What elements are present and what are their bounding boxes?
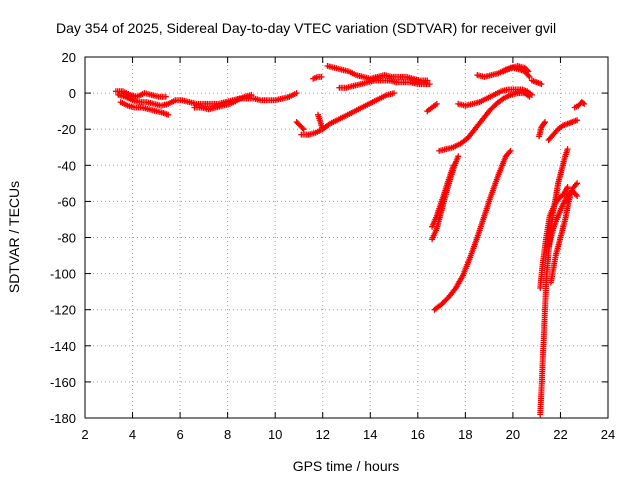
marker-path <box>500 63 532 75</box>
y-tick-label: -120 <box>50 303 76 318</box>
x-tick-label: 18 <box>458 427 472 442</box>
series-arc-8 <box>310 73 325 82</box>
x-tick-label: 22 <box>553 427 567 442</box>
axis-ticks: 2 4 6 8 10 12 14 16 18 20 22 24200-20-40-60-80-100-… <box>50 50 615 442</box>
grid <box>85 57 608 418</box>
y-tick-label: -140 <box>50 339 76 354</box>
x-tick-label: 4 <box>129 427 136 442</box>
x-tick-label: 6 <box>176 427 183 442</box>
y-tick-label: -180 <box>50 411 76 426</box>
series-arc-6 <box>298 90 397 138</box>
marker-path <box>293 119 307 133</box>
marker-path <box>324 63 431 84</box>
series-arc-14 <box>431 147 514 313</box>
series-arc-3 <box>112 88 169 100</box>
plot-frame <box>84 56 609 419</box>
marker-path <box>424 100 440 115</box>
x-axis-label: GPS time / hours <box>293 458 400 474</box>
series-arc-23 <box>545 187 581 250</box>
series-arc-9 <box>324 63 431 84</box>
y-tick-label: 20 <box>62 50 76 65</box>
y-tick-label: -160 <box>50 375 76 390</box>
series-arc-21 <box>537 184 571 291</box>
marker-path <box>191 91 255 113</box>
marker-path <box>545 187 581 250</box>
x-tick-label: 2 <box>81 427 88 442</box>
series-arc-4 <box>191 91 255 113</box>
marker-path <box>436 90 533 154</box>
marker-path <box>455 86 535 109</box>
data-points <box>112 63 588 418</box>
x-tick-label: 12 <box>315 427 329 442</box>
series-arc-25 <box>545 117 581 143</box>
marker-path <box>112 88 169 100</box>
series-arc-24 <box>536 119 548 140</box>
series-arc-2 <box>117 99 172 118</box>
series-arc-15 <box>436 90 533 154</box>
chart-title: Day 354 of 2025, Sidereal Day-to-day VTE… <box>56 20 556 36</box>
marker-path <box>536 119 548 140</box>
marker-path <box>315 111 326 133</box>
y-tick-label: 0 <box>69 86 76 101</box>
x-tick-label: 14 <box>363 427 377 442</box>
series-arc-10 <box>336 77 433 91</box>
marker-path <box>537 184 571 291</box>
marker-path <box>431 147 514 313</box>
marker-path <box>545 117 581 143</box>
y-axis-label: SDTVAR / TECUs <box>6 181 22 293</box>
series-arc-26 <box>571 99 588 111</box>
series-arc-7 <box>315 111 326 133</box>
x-tick-label: 10 <box>268 427 282 442</box>
y-tick-label: -80 <box>57 231 76 246</box>
x-tick-label: 16 <box>411 427 425 442</box>
marker-path <box>528 77 545 88</box>
y-tick-label: -20 <box>57 122 76 137</box>
y-tick-label: -40 <box>57 158 76 173</box>
marker-path <box>571 99 588 111</box>
x-tick-label: 20 <box>506 427 520 442</box>
series-arc-16 <box>455 86 535 109</box>
series-arc-19 <box>528 77 545 88</box>
x-tick-label: 24 <box>601 427 615 442</box>
series-arc-11 <box>424 100 440 115</box>
series-arc-18 <box>500 63 532 75</box>
marker-path <box>298 90 397 138</box>
marker-path <box>336 77 433 91</box>
marker-path <box>117 99 172 118</box>
marker-path <box>429 162 457 230</box>
x-tick-label: 8 <box>224 427 231 442</box>
series-arc-13 <box>429 162 457 230</box>
y-tick-label: -60 <box>57 194 76 209</box>
y-tick-label: -100 <box>50 267 76 282</box>
marker-path <box>310 73 325 82</box>
series-arc-5 <box>293 119 307 133</box>
